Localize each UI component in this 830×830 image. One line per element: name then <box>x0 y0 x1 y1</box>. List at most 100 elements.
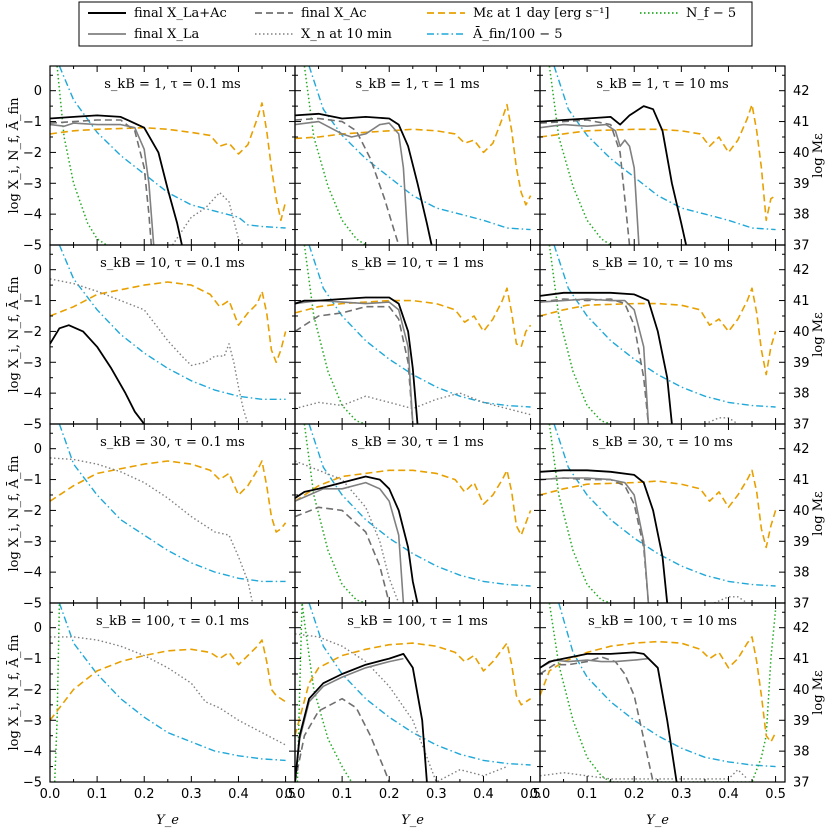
series-xn <box>540 769 748 780</box>
series-afin <box>553 66 776 231</box>
y-tick-label: −4 <box>23 208 42 223</box>
series-meps <box>540 636 777 743</box>
x-tick-label: 0.4 <box>228 787 249 802</box>
series-xlaac <box>540 651 678 782</box>
y-right-tick-label: 37 <box>793 776 810 791</box>
y-tick-label: −5 <box>23 597 42 612</box>
y-tick-label: −1 <box>23 115 42 130</box>
panel-2-series <box>295 66 532 245</box>
series-meps <box>295 103 532 206</box>
x-axis-label: Y_e <box>401 813 424 828</box>
panel-title: s_kB = 1, τ = 0.1 ms <box>104 77 240 92</box>
legend-label-afin: Ā_fin/100 − 5 <box>472 26 563 42</box>
panel-frame <box>294 65 541 246</box>
series-xn <box>295 460 400 603</box>
y-right-tick-label: 37 <box>793 239 810 254</box>
y-right-tick-label: 41 <box>793 652 810 667</box>
y-tick-label: −1 <box>23 652 42 667</box>
panel-12-series <box>540 603 777 782</box>
panel-11-series <box>295 603 532 782</box>
series-xn <box>50 278 249 424</box>
panel-title: s_kB = 100, τ = 10 ms <box>588 614 737 629</box>
series-xn <box>295 633 508 782</box>
panel-title: s_kB = 1, τ = 10 ms <box>596 77 728 92</box>
panel-10-series <box>50 603 287 782</box>
y-right-tick-label: 42 <box>793 621 810 636</box>
series-xac <box>295 305 414 424</box>
series-xn <box>50 457 254 603</box>
y-right-axis-label: log Mε <box>811 133 826 178</box>
series-xn <box>704 417 739 424</box>
y-right-tick-label: 37 <box>793 418 810 433</box>
y-right-axis-label: log Mε <box>811 312 826 357</box>
y-right-tick-label: 39 <box>793 177 810 192</box>
y-tick-label: −4 <box>23 566 42 581</box>
panels-group: s_kB = 1, τ = 0.1 ms0−1−2−3−4−5s_kB = 1,… <box>23 65 810 802</box>
x-tick-label: 0.0 <box>285 787 306 802</box>
series-meps <box>50 639 287 721</box>
y-tick-label: −3 <box>23 177 42 192</box>
y-right-tick-label: 39 <box>793 714 810 729</box>
x-tick-label: 0.2 <box>624 787 645 802</box>
panel-4-series <box>50 245 287 424</box>
series-nf <box>548 424 611 603</box>
series-xac <box>295 506 390 603</box>
y-tick-label: −3 <box>23 356 42 371</box>
series-nf <box>303 66 367 245</box>
x-tick-label: 0.5 <box>520 787 541 802</box>
x-tick-label: 0.4 <box>473 787 494 802</box>
panel-title: s_kB = 30, τ = 0.1 ms <box>100 435 245 450</box>
y-tick-label: 0 <box>34 621 42 636</box>
series-nf <box>296 603 353 782</box>
panel-frame <box>294 423 541 604</box>
series-xla <box>540 298 650 424</box>
series-xlaac <box>295 296 419 424</box>
legend-label-xla: final X_La <box>134 27 199 42</box>
panel-7-series <box>50 424 287 603</box>
panel-title: s_kB = 10, τ = 10 ms <box>592 256 733 271</box>
series-xla <box>295 657 404 782</box>
panel-5: s_kB = 10, τ = 1 ms <box>294 244 541 425</box>
panel-9-series <box>540 424 777 603</box>
x-tick-label: 0.5 <box>765 787 786 802</box>
series-nf <box>53 603 61 782</box>
y-right-tick-label: 40 <box>793 325 810 340</box>
panel-title: s_kB = 1, τ = 1 ms <box>355 77 479 92</box>
series-meps <box>50 281 287 364</box>
panel-title: s_kB = 30, τ = 10 ms <box>592 435 733 450</box>
panel-11: s_kB = 100, τ = 1 ms 0.0 0.1 0.2 0.3 0.4 0.5 <box>285 602 541 802</box>
series-meps <box>50 460 287 533</box>
series-nf <box>548 245 611 424</box>
series-meps <box>540 469 777 549</box>
x-tick-label: 0.4 <box>718 787 739 802</box>
legend-label-xn: X_n at 10 min <box>301 27 393 42</box>
panel-6-series <box>540 245 777 424</box>
series-xlaac <box>295 112 433 245</box>
y-axis-label: log X_i, N_f, Ā_fin <box>6 276 22 393</box>
y-right-axis-label: log Mε <box>811 670 826 715</box>
x-tick-label: 0.0 <box>40 787 61 802</box>
series-meps <box>295 469 532 536</box>
y-tick-label: 0 <box>34 263 42 278</box>
series-xac <box>295 117 400 245</box>
series-afin <box>58 424 286 583</box>
y-right-tick-label: 39 <box>793 535 810 550</box>
series-xn <box>295 392 531 416</box>
panel-title: s_kB = 10, τ = 1 ms <box>351 256 483 271</box>
series-meps <box>540 287 777 376</box>
y-tick-label: −1 <box>23 294 42 309</box>
panel-3-series <box>540 66 777 245</box>
y-right-tick-label: 41 <box>793 473 810 488</box>
y-right-tick-label: 42 <box>793 263 810 278</box>
series-afin <box>58 603 286 762</box>
series-xac <box>540 477 650 603</box>
panel-title: s_kB = 10, τ = 0.1 ms <box>100 256 245 271</box>
y-right-tick-label: 39 <box>793 356 810 371</box>
panel-title: s_kB = 30, τ = 1 ms <box>351 435 483 450</box>
panel-6: s_kB = 10, τ = 10 ms 42 41 40 39 38 37 <box>539 244 810 433</box>
panel-8: s_kB = 30, τ = 1 ms <box>294 423 541 604</box>
y-right-tick-label: 37 <box>793 597 810 612</box>
y-axis-label: log X_i, N_f, Ā_fin <box>6 634 22 751</box>
